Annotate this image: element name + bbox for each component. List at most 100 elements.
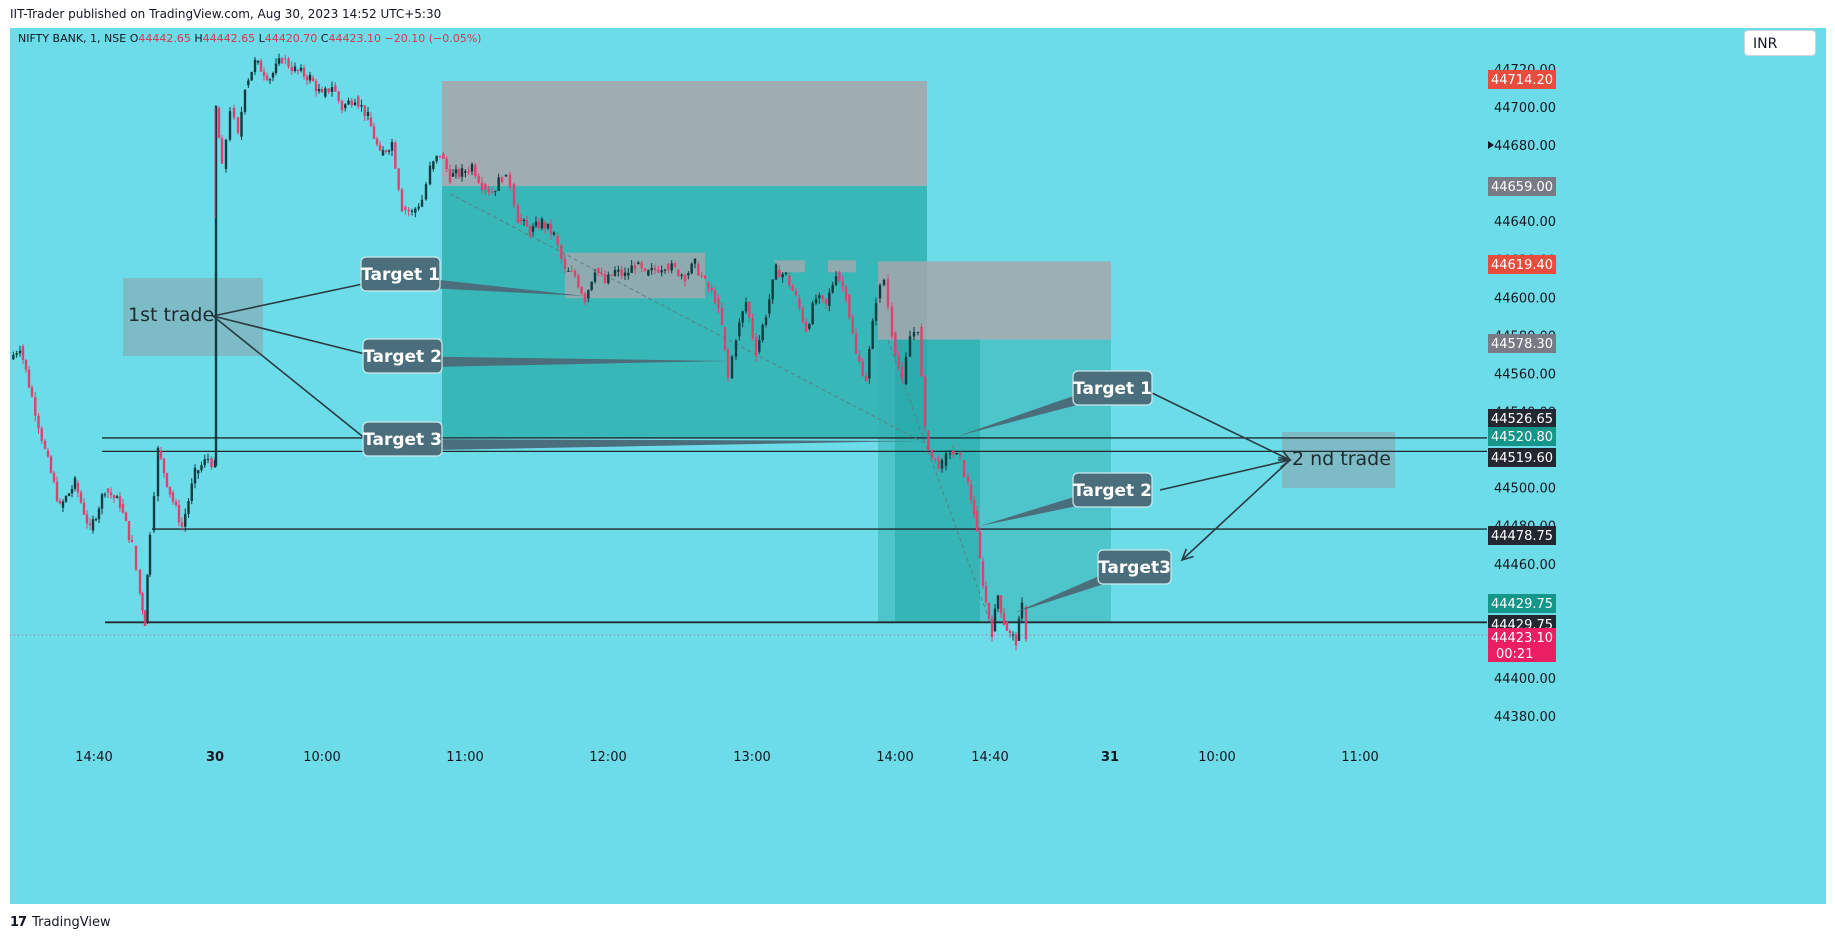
candle-body xyxy=(610,274,613,276)
candle-body xyxy=(284,58,287,60)
candle-body xyxy=(607,274,610,284)
x-tick-label: 13:00 xyxy=(733,750,770,765)
candle-body xyxy=(720,307,724,325)
candle-body xyxy=(130,540,134,542)
candle-body xyxy=(854,333,858,354)
callout-box xyxy=(362,421,443,457)
candle-body xyxy=(327,88,330,92)
candle-body xyxy=(848,294,851,318)
candle-body xyxy=(299,67,303,71)
candle-body xyxy=(703,275,707,279)
candle-body xyxy=(923,376,927,427)
candle-body xyxy=(1014,634,1018,646)
callout-pointer xyxy=(386,439,920,451)
candle-body xyxy=(156,447,160,497)
price-label: 44526.65 xyxy=(1491,412,1553,427)
candle-body xyxy=(451,173,455,177)
candle-body xyxy=(758,340,761,352)
price-label-box xyxy=(1488,334,1556,353)
candle-body xyxy=(570,270,573,272)
candle-body xyxy=(256,60,260,63)
candle-body xyxy=(768,299,771,314)
candle-body xyxy=(811,303,814,325)
candle-body xyxy=(290,66,293,72)
candle-body xyxy=(340,100,344,111)
candle-body xyxy=(55,481,59,502)
price-label: 44478.75 xyxy=(1491,529,1553,544)
candle-body xyxy=(477,176,480,183)
candle-body xyxy=(353,102,357,106)
candle-body xyxy=(165,473,169,487)
y-tick-label: 44600.00 xyxy=(1494,291,1556,306)
candle-body xyxy=(34,397,37,416)
candle-body xyxy=(277,58,281,64)
trade2-inner-zone xyxy=(895,339,980,623)
candle-body xyxy=(730,356,734,379)
candle-body xyxy=(375,138,379,145)
candle-body xyxy=(738,322,741,337)
callout-pointer xyxy=(958,388,1097,436)
candle-body xyxy=(944,453,948,466)
candle-body xyxy=(920,326,923,377)
x-tick-label: 14:00 xyxy=(876,750,913,765)
candle-body xyxy=(220,138,224,164)
candle-body xyxy=(302,67,306,77)
candle-body xyxy=(764,317,768,325)
candle-body xyxy=(464,171,467,173)
candle-body xyxy=(337,91,340,101)
callout-box xyxy=(360,256,441,292)
high-label: H xyxy=(194,32,203,45)
candle-body xyxy=(454,169,458,174)
candle-body xyxy=(556,235,559,246)
candle-body xyxy=(683,274,687,282)
x-tick-label: 14:40 xyxy=(75,750,112,765)
candle-body xyxy=(210,458,213,468)
candle-body xyxy=(397,168,400,190)
candle-body xyxy=(265,75,269,80)
chart-area[interactable]: Target 1 Target 2 Target 3 1st trade Target … xyxy=(10,28,1826,904)
candle-body xyxy=(253,59,257,72)
candle-body xyxy=(320,88,324,93)
candle-body xyxy=(519,218,523,222)
candle-body xyxy=(350,100,353,106)
position-zones xyxy=(123,81,1395,623)
candle-body xyxy=(106,488,110,493)
candle-body xyxy=(259,60,263,72)
candle-body xyxy=(647,270,650,276)
trade2-label-box xyxy=(1282,432,1395,488)
candle-body xyxy=(966,476,970,482)
candle-body xyxy=(673,263,677,267)
candle-body xyxy=(540,218,544,229)
candle-body xyxy=(831,284,834,293)
currency-selector[interactable]: INR xyxy=(1744,30,1816,56)
symbol-legend[interactable]: NIFTY BANK, 1, NSE O44442.65 H44442.65 L… xyxy=(18,32,481,45)
candle-body xyxy=(46,450,50,457)
candle-body xyxy=(821,295,824,299)
price-label: 44659.00 xyxy=(1491,180,1553,195)
candle-body xyxy=(168,486,172,495)
candle-body xyxy=(424,184,428,200)
candle-body xyxy=(67,493,71,497)
candle-body xyxy=(972,499,976,515)
x-tick-label: 11:00 xyxy=(446,750,483,765)
candle-body xyxy=(560,245,563,259)
candle-body xyxy=(818,295,821,299)
candle-body xyxy=(97,508,101,520)
candle-body xyxy=(600,272,603,275)
candle-body xyxy=(330,86,334,92)
candle-body xyxy=(148,534,152,575)
candle-body xyxy=(308,74,312,81)
candle-body xyxy=(400,189,404,212)
trade1-label: 1st trade xyxy=(128,304,214,326)
candle-body xyxy=(834,276,838,285)
candle-body xyxy=(384,150,388,152)
price-chart[interactable]: Target 1 Target 2 Target 3 1st trade Target … xyxy=(10,28,1826,904)
candle-body xyxy=(143,610,147,627)
candle-body xyxy=(567,270,570,272)
candle-body xyxy=(487,189,490,193)
tradingview-logo-icon: 17 xyxy=(10,915,27,930)
candle-body xyxy=(894,332,897,356)
candle-body xyxy=(134,545,138,570)
candle-body xyxy=(748,302,751,318)
symbol-name[interactable]: NIFTY BANK, 1, NSE xyxy=(18,32,127,45)
